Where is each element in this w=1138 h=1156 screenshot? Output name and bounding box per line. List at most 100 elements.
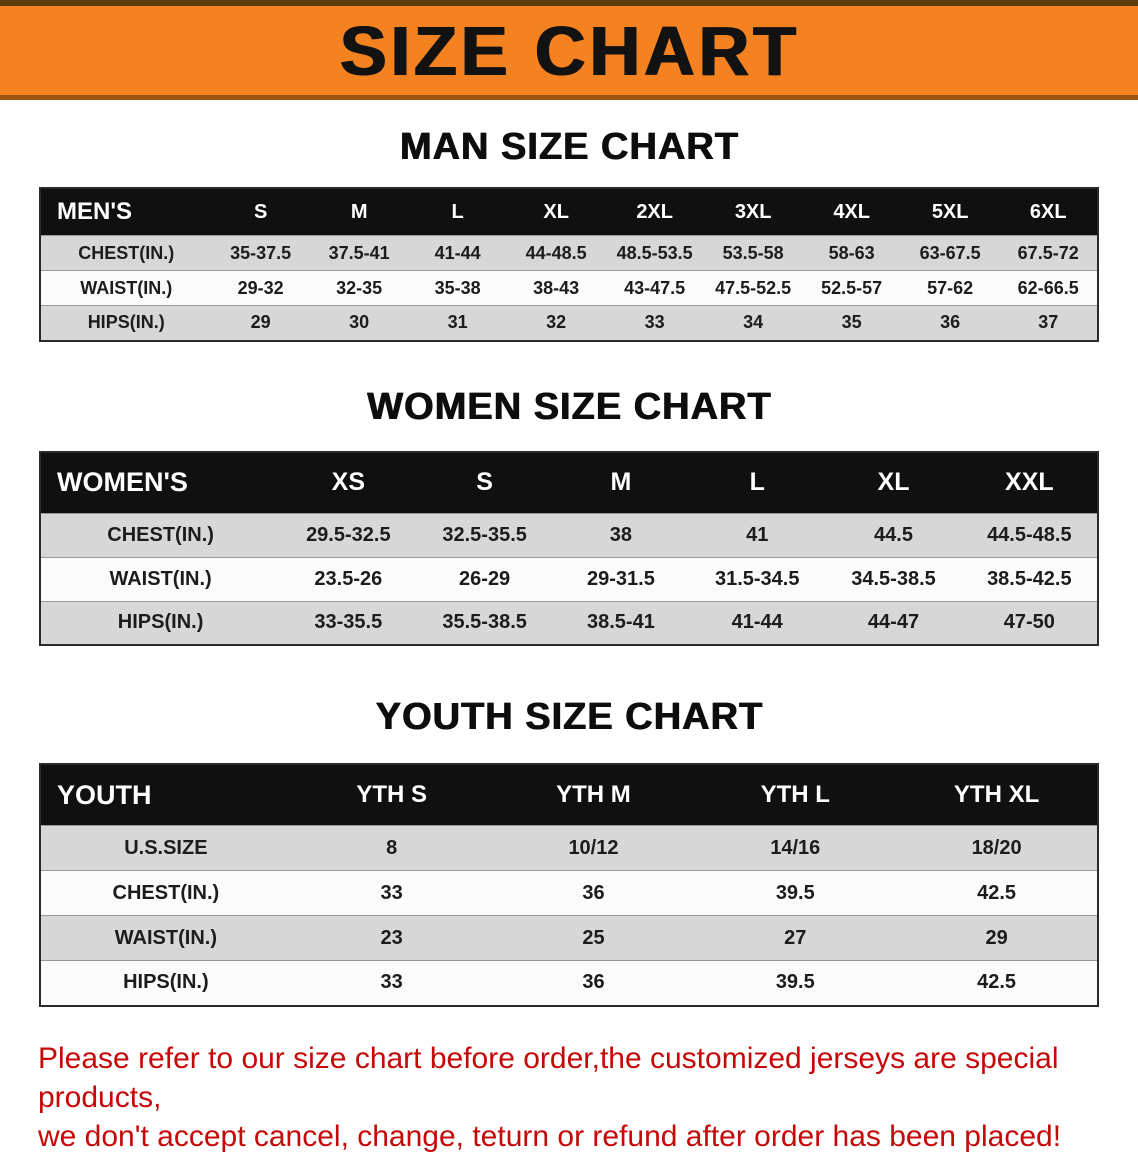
- size-column-header: M: [309, 188, 409, 236]
- table-row: CHEST(IN.) 33 36 39.5 42.5: [40, 870, 1098, 916]
- table-header-row: MEN'S S M L XL 2XL 3XL 4XL 5XL 6XL: [40, 188, 1098, 236]
- size-value: 39.5: [775, 881, 815, 904]
- women-size-heading: WOMEN SIZE CHART: [366, 385, 772, 428]
- row-label: WAIST(IN.): [109, 567, 212, 590]
- size-value: 29-31.5: [586, 567, 655, 590]
- women-size-section: WOMEN SIZE CHART WOMEN'S XS S M L XL XXL CHEST(…: [0, 385, 1138, 646]
- size-value: 47.5-52.5: [715, 277, 792, 298]
- table-row: WAIST(IN.) 23 25 27 29: [40, 915, 1098, 961]
- youth-size-heading: YOUTH SIZE CHART: [375, 696, 763, 738]
- size-value: 27: [784, 926, 807, 949]
- size-column-header: 6XL: [999, 188, 1098, 236]
- size-column-header: L: [408, 188, 507, 236]
- table-row: WAIST(IN.) 23.5-26 26-29 29-31.5 31.5-34.5 34…: [40, 557, 1098, 601]
- size-value: 35-37.5: [230, 242, 292, 263]
- row-label: CHEST(IN.): [78, 242, 175, 263]
- row-label: CHEST(IN.): [112, 881, 220, 904]
- size-column-header: M: [552, 451, 690, 513]
- table-row: HIPS(IN.) 29 30 31 32 33 34 35 36 37: [40, 305, 1098, 341]
- size-value: 37.5-41: [328, 242, 390, 263]
- size-value: 33-35.5: [314, 611, 383, 634]
- size-value: 39.5: [775, 971, 815, 994]
- table-row: HIPS(IN.) 33 36 39.5 42.5: [40, 960, 1098, 1006]
- size-value: 35: [841, 312, 862, 333]
- mens-size-table: MEN'S S M L XL 2XL 3XL 4XL 5XL 6XL CHEST(IN.) 35-37…: [39, 187, 1099, 342]
- size-column-header: YTH L: [694, 764, 897, 826]
- table-header-row: WOMEN'S XS S M L XL XXL: [40, 451, 1098, 513]
- size-value: 41-44: [434, 242, 481, 263]
- table-corner-label: YOUTH: [40, 764, 291, 826]
- size-value: 38.5-42.5: [987, 567, 1072, 590]
- size-column-header: 5XL: [900, 188, 1000, 236]
- table-row: CHEST(IN.) 29.5-32.5 32.5-35.5 38 41 44.5 44.5…: [40, 513, 1098, 557]
- table-corner-label: WOMEN'S: [40, 451, 281, 513]
- size-value: 41-44: [731, 611, 783, 634]
- size-value: 38.5-41: [586, 611, 655, 634]
- footer-line-1: Please refer to our size chart before or…: [38, 1041, 1059, 1114]
- size-value: 25: [582, 926, 605, 949]
- size-value: 23: [380, 926, 403, 949]
- size-value: 34.5-38.5: [851, 567, 936, 590]
- size-column-header: S: [416, 451, 553, 513]
- size-column-header: YTH M: [492, 764, 695, 826]
- womens-size-table: WOMEN'S XS S M L XL XXL CHEST(IN.) 29.5-32.5 32.5…: [39, 450, 1099, 646]
- size-value: 8: [386, 836, 398, 859]
- size-value: 63-67.5: [919, 242, 981, 263]
- size-value: 67.5-72: [1017, 242, 1079, 263]
- size-value: 29: [250, 312, 271, 333]
- size-value: 29: [985, 926, 1008, 949]
- row-label: HIPS(IN.): [123, 971, 209, 994]
- size-value: 52.5-57: [821, 277, 883, 298]
- row-label: HIPS(IN.): [117, 611, 204, 634]
- table-corner-label: MEN'S: [40, 188, 212, 236]
- size-value: 53.5-58: [722, 242, 784, 263]
- size-column-header: 2XL: [605, 188, 704, 236]
- size-value: 48.5-53.5: [616, 242, 693, 263]
- row-label: CHEST(IN.): [107, 523, 214, 546]
- size-value: 33: [380, 971, 403, 994]
- size-column-header: S: [211, 188, 310, 236]
- row-label: U.S.SIZE: [124, 836, 208, 859]
- size-value: 32.5-35.5: [442, 523, 527, 546]
- footer-line-2: we don't accept cancel, change, teturn o…: [38, 1119, 1062, 1153]
- size-value: 32-35: [336, 277, 383, 298]
- size-value: 37: [1038, 312, 1059, 333]
- size-column-header: YTH XL: [896, 764, 1098, 826]
- man-size-heading: MAN SIZE CHART: [399, 126, 739, 168]
- size-value: 44.5: [874, 523, 913, 546]
- size-value: 58-63: [828, 242, 875, 263]
- size-column-header: L: [689, 451, 826, 513]
- size-value: 33: [644, 312, 665, 333]
- size-value: 62-66.5: [1017, 277, 1079, 298]
- size-value: 38-43: [533, 277, 580, 298]
- row-label: HIPS(IN.): [87, 312, 165, 333]
- size-value: 44-48.5: [525, 242, 587, 263]
- size-value: 29-32: [237, 277, 284, 298]
- size-column-header: XL: [506, 188, 606, 236]
- row-label: WAIST(IN.): [114, 926, 217, 949]
- size-value: 34: [743, 312, 764, 333]
- size-value: 14/16: [770, 836, 821, 859]
- size-value: 44.5-48.5: [987, 523, 1072, 546]
- footer-notice: Please refer to our size chart before or…: [38, 1039, 1100, 1156]
- size-value: 44-47: [867, 611, 920, 634]
- table-row: CHEST(IN.) 35-37.5 37.5-41 41-44 44-48.5 48.5…: [40, 235, 1098, 271]
- size-value: 10/12: [568, 836, 619, 859]
- size-column-header: XS: [280, 451, 417, 513]
- size-value: 18/20: [971, 836, 1022, 859]
- size-column-header: 4XL: [802, 188, 901, 236]
- size-value: 35.5-38.5: [442, 611, 527, 634]
- size-value: 47-50: [1003, 611, 1055, 634]
- table-row: HIPS(IN.) 33-35.5 35.5-38.5 38.5-41 41-44 44-…: [40, 601, 1098, 645]
- size-value: 36: [582, 881, 605, 904]
- size-value: 31.5-34.5: [714, 567, 800, 590]
- size-value: 36: [940, 312, 961, 333]
- size-column-header: XXL: [961, 451, 1098, 513]
- size-value: 26-29: [459, 567, 511, 590]
- size-column-header: 3XL: [703, 188, 803, 236]
- youth-size-section: YOUTH SIZE CHART YOUTH YTH S YTH M YTH L YTH…: [0, 696, 1138, 1007]
- size-value: 30: [349, 312, 370, 333]
- size-value: 38: [609, 523, 633, 546]
- size-value: 32: [546, 312, 567, 333]
- size-value: 43-47.5: [624, 277, 686, 298]
